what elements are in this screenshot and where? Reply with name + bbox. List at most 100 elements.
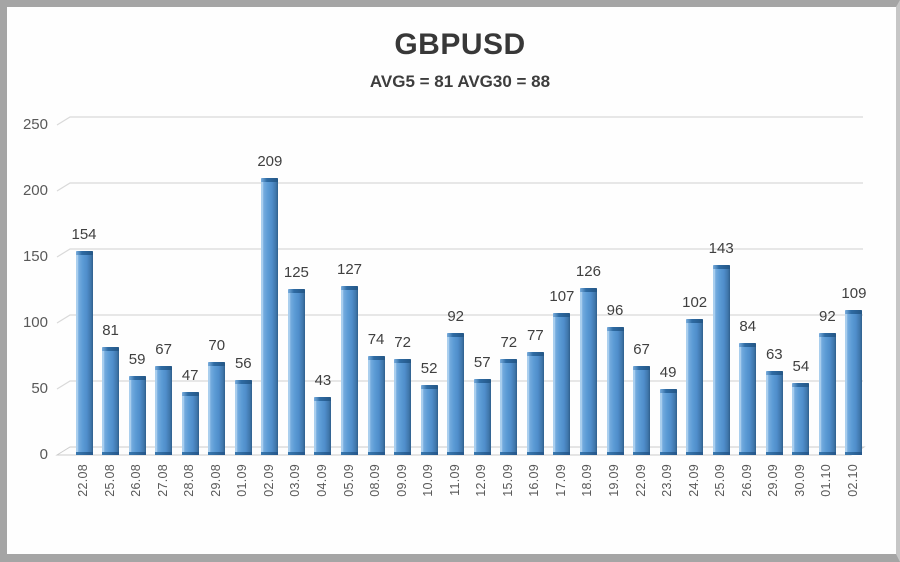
y-axis-tick-label: 200 [22, 182, 48, 199]
gridline [56, 314, 863, 324]
bar [818, 332, 836, 456]
bar-value-label: 143 [708, 240, 734, 258]
x-axis-tick-label: 09.09 [394, 464, 409, 497]
gridline [56, 248, 863, 258]
x-axis-tick-label: 12.09 [474, 464, 489, 497]
bar-value-label: 92 [447, 307, 465, 325]
bar-value-label: 63 [765, 345, 783, 363]
bar [394, 358, 412, 456]
y-axis-tick-label: 0 [39, 446, 48, 463]
bar [208, 361, 226, 456]
x-axis-tick-label: 18.09 [580, 464, 595, 497]
bar-value-label: 209 [257, 153, 283, 171]
bar [261, 178, 279, 455]
x-axis-tick-label: 22.08 [76, 464, 90, 497]
x-axis-tick-label: 22.09 [633, 464, 648, 497]
x-axis-tick-label: 24.09 [686, 464, 701, 497]
x-axis-tick-label: 19.09 [607, 464, 621, 497]
bar-value-label: 72 [500, 333, 518, 351]
bar [739, 343, 757, 455]
x-axis-tick-label: 04.09 [314, 464, 329, 497]
bar-value-label: 56 [234, 355, 252, 373]
bar [367, 356, 385, 455]
x-axis-tick-label: 17.09 [553, 464, 568, 497]
x-axis-tick-label: 29.08 [208, 464, 223, 497]
bar [314, 397, 332, 455]
x-axis-tick-label: 26.08 [129, 464, 144, 497]
bar-value-label: 109 [841, 285, 867, 303]
x-axis-tick-label: 27.08 [155, 464, 170, 497]
x-axis-tick-label: 25.09 [713, 464, 728, 497]
bar-value-label: 43 [314, 372, 332, 390]
bar [420, 385, 438, 455]
x-axis-tick-label: 02.10 [845, 464, 860, 497]
bar-value-label: 125 [283, 264, 309, 281]
x-axis-tick-label: 29.09 [766, 464, 781, 497]
bar [659, 389, 677, 455]
x-axis-tick-label: 26.09 [739, 464, 754, 497]
bar-value-label: 67 [633, 340, 650, 358]
bar-value-label: 107 [549, 287, 575, 305]
x-axis-tick-label: 05.09 [341, 464, 356, 497]
bar-value-label: 77 [527, 327, 544, 345]
bar [765, 370, 783, 456]
x-axis-tick-label: 01.09 [235, 464, 250, 497]
chart-title: GBPUSD [394, 28, 526, 61]
bar-value-label: 67 [155, 340, 172, 358]
x-axis-tick-label: 03.09 [288, 464, 303, 497]
bar-value-label: 154 [71, 225, 97, 243]
x-axis-tick-label: 30.09 [792, 464, 807, 497]
y-axis-tick-label: 150 [22, 248, 48, 265]
x-axis-tick-label: 08.09 [368, 464, 383, 497]
bar-value-label: 96 [606, 302, 624, 320]
y-axis-tick-label: 100 [22, 314, 48, 331]
bar-value-label: 81 [102, 322, 119, 340]
bar [102, 347, 120, 455]
bar-value-label: 126 [575, 262, 601, 280]
bar [287, 289, 305, 455]
x-axis-tick-label: 23.09 [660, 464, 675, 497]
bar [845, 310, 863, 455]
bar-value-label: 102 [682, 294, 708, 312]
bar [473, 378, 491, 456]
x-axis-tick-label: 01.10 [819, 464, 834, 497]
y-axis-tick-label: 50 [31, 380, 48, 397]
bar [181, 391, 199, 456]
x-axis-tick-label: 15.09 [500, 464, 515, 497]
bar-value-label: 47 [181, 366, 199, 384]
bar-value-label: 57 [473, 353, 491, 371]
bar-value-label: 54 [792, 357, 810, 375]
bar [633, 365, 651, 456]
bar [234, 380, 252, 455]
bar [606, 327, 624, 455]
x-axis-tick-label: 02.09 [261, 464, 276, 497]
bar [447, 332, 465, 456]
bar [526, 352, 544, 455]
gridline [56, 380, 863, 390]
bar [155, 365, 173, 456]
chart-subtitle: AVG5 = 81 AVG30 = 88 [369, 72, 551, 91]
bar-value-label: 92 [819, 307, 836, 325]
bar [75, 250, 93, 456]
bar-value-label: 127 [336, 261, 363, 279]
y-axis-tick-label: 250 [22, 116, 48, 133]
bar [579, 287, 597, 456]
bar-value-label: 52 [420, 360, 438, 378]
bar [128, 376, 146, 455]
bar-value-label: 72 [394, 333, 411, 351]
bar [686, 319, 704, 455]
bar-value-label: 49 [659, 364, 677, 382]
gridline [56, 116, 863, 126]
chart-header: GBPUSD AVG5 = 81 AVG30 = 88 [20, 0, 900, 92]
x-axis-tick-label: 28.08 [182, 464, 197, 497]
bar-value-label: 74 [367, 331, 385, 349]
x-axis-tick-label: 16.09 [527, 464, 542, 497]
bar [341, 286, 358, 455]
bar [792, 382, 810, 456]
bar [553, 312, 571, 456]
bar [500, 358, 518, 456]
bar-value-label: 84 [739, 318, 757, 336]
x-axis-tick-label: 10.09 [421, 464, 436, 497]
